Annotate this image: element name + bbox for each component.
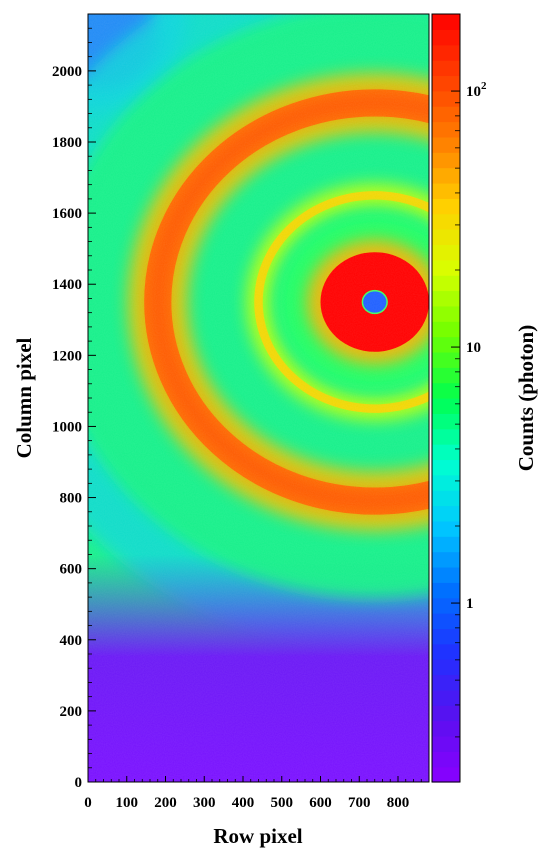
x-tick-label: 700: [348, 795, 371, 811]
y-tick-label: 400: [60, 633, 83, 649]
colorbar-band: [432, 259, 460, 276]
y-tick-label: 800: [60, 491, 83, 507]
colorbar-band: [432, 75, 460, 92]
colorbar-band: [432, 182, 460, 199]
colorbar-band: [432, 152, 460, 169]
colorbar: 1 10 102: [431, 13, 487, 783]
y-tick-label: 2000: [52, 64, 82, 80]
colorbar-band: [432, 290, 460, 307]
colorbar-band: [432, 766, 460, 783]
colorbar-band: [432, 597, 460, 614]
colorbar-band: [432, 735, 460, 752]
colorbar-band: [432, 60, 460, 77]
colorbar-band: [432, 566, 460, 583]
y-axis-title: Column pixel: [12, 337, 36, 458]
y-tick-label: 1800: [52, 135, 82, 151]
noise-overlay: [88, 14, 429, 782]
x-tick-label: 800: [387, 795, 410, 811]
y-tick-label: 200: [60, 704, 83, 720]
colorbar-band: [432, 44, 460, 61]
y-tick-label: 600: [60, 562, 83, 578]
x-tick-label: 400: [232, 795, 255, 811]
x-tick-label: 300: [193, 795, 216, 811]
y-tick-label: 1400: [52, 277, 82, 293]
x-axis: 0 100 200 300 400 500 600 700 800: [84, 776, 430, 811]
x-tick-label: 500: [271, 795, 294, 811]
colorbar-band: [432, 474, 460, 491]
x-tick-label: 200: [154, 795, 177, 811]
colorbar-band: [432, 536, 460, 553]
x-axis-title: Row pixel: [213, 824, 302, 848]
colorbar-band: [432, 106, 460, 123]
colorbar-band: [432, 382, 460, 399]
x-tick-label: 100: [116, 795, 139, 811]
colorbar-band: [432, 90, 460, 107]
colorbar-band: [432, 428, 460, 445]
colorbar-band: [432, 167, 460, 184]
colorbar-band: [432, 459, 460, 476]
colorbar-band: [432, 551, 460, 568]
y-tick-label: 1000: [52, 419, 82, 435]
colorbar-band: [432, 136, 460, 153]
detector-image: [88, 14, 429, 782]
colorbar-band: [432, 582, 460, 599]
y-tick-label: 0: [75, 775, 83, 791]
colorbar-frame: [431, 13, 461, 783]
x-tick-label: 600: [309, 795, 332, 811]
colorbar-band: [432, 213, 460, 230]
colorbar-band: [432, 321, 460, 338]
colorbar-band: [432, 351, 460, 368]
colorbar-band: [432, 689, 460, 706]
y-tick-label: 1600: [52, 206, 82, 222]
colorbar-tick-label: 10: [466, 340, 481, 356]
colorbar-band: [432, 643, 460, 660]
colorbar-band: [432, 367, 460, 384]
colorbar-band: [432, 413, 460, 430]
colorbar-band: [432, 275, 460, 292]
y-tick-label: 1200: [52, 348, 82, 364]
colorbar-band: [432, 29, 460, 46]
colorbar-band: [432, 659, 460, 676]
colorbar-band: [432, 198, 460, 215]
colorbar-tick-exponent: 2: [481, 80, 487, 92]
y-axis: 0 200 400 600 800 1000 1200 1400 1600 1800 2000: [52, 13, 96, 791]
colorbar-band: [432, 613, 460, 629]
colorbar-band: [432, 628, 460, 645]
colorbar-band: [432, 14, 460, 30]
colorbar-band: [432, 505, 460, 522]
colorbar-band: [432, 229, 460, 245]
colorbar-band: [432, 720, 460, 737]
colorbar-band: [432, 336, 460, 353]
colorbar-band: [432, 490, 460, 507]
colorbar-band: [432, 674, 460, 691]
colorbar-band: [432, 121, 460, 138]
colorbar-band: [432, 244, 460, 261]
colorbar-tick-label: 102: [466, 80, 487, 100]
colorbar-band: [432, 444, 460, 461]
colorbar-band: [432, 305, 460, 322]
x-tick-label: 0: [84, 795, 92, 811]
colorbar-band: [432, 705, 460, 722]
colorbar-title: Counts (photon): [514, 325, 538, 471]
colorbar-band: [432, 398, 460, 414]
colorbar-tick-label: 1: [466, 596, 474, 612]
colorbar-band: [432, 751, 460, 768]
colorbar-band: [432, 520, 460, 537]
